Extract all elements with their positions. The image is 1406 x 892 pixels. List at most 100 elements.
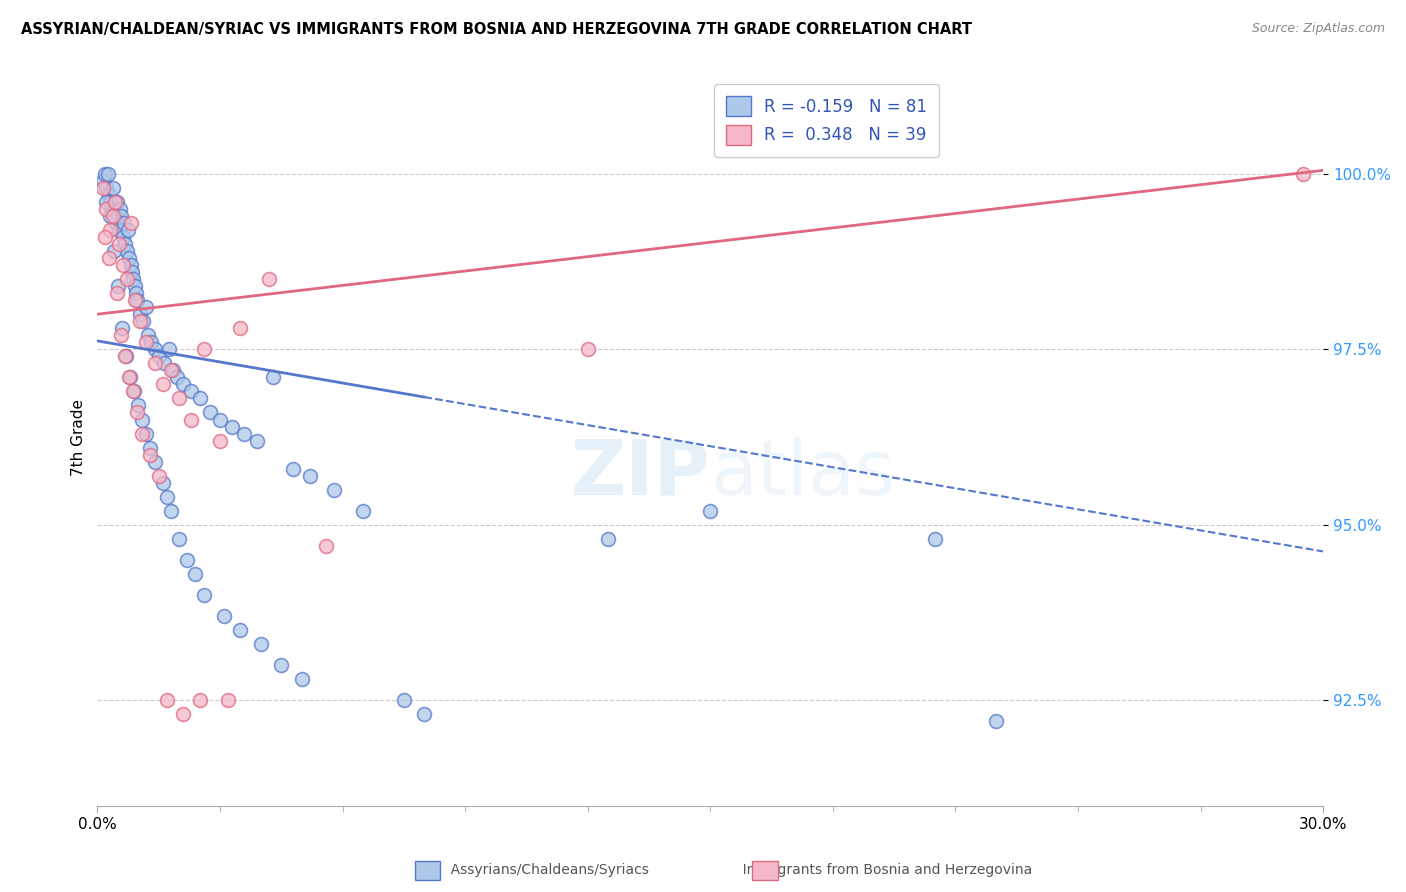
Point <box>135 335 157 350</box>
Point <box>118 251 141 265</box>
Point <box>152 356 174 370</box>
Point <box>115 244 138 258</box>
Point <box>124 293 146 308</box>
Text: Immigrants from Bosnia and Herzegovina: Immigrants from Bosnia and Herzegovina <box>711 863 1032 877</box>
Point <box>96 181 118 195</box>
Point <box>103 244 125 258</box>
Point <box>298 468 321 483</box>
Point <box>100 202 122 216</box>
Point <box>152 475 174 490</box>
Point <box>97 187 120 202</box>
Point <box>141 335 163 350</box>
Point <box>111 321 134 335</box>
Point <box>93 181 115 195</box>
Point <box>208 434 231 448</box>
Point <box>103 209 125 223</box>
Point <box>93 167 115 181</box>
Point <box>229 623 252 637</box>
Text: atlas: atlas <box>710 437 896 511</box>
Point <box>127 399 149 413</box>
Point <box>103 194 125 209</box>
Point <box>352 504 374 518</box>
Point <box>124 279 146 293</box>
Point <box>107 279 129 293</box>
Point <box>111 258 134 272</box>
Point <box>221 419 243 434</box>
Text: Source: ZipAtlas.com: Source: ZipAtlas.com <box>1251 22 1385 36</box>
Point <box>122 384 145 399</box>
Point <box>131 412 153 426</box>
Point <box>152 377 174 392</box>
Point <box>107 223 129 237</box>
Point <box>143 455 166 469</box>
Point <box>114 237 136 252</box>
Point <box>94 194 117 209</box>
Point <box>129 307 152 321</box>
Point <box>145 343 167 357</box>
Point <box>111 230 134 244</box>
Point <box>270 658 292 673</box>
Point <box>93 230 115 244</box>
Point <box>132 314 155 328</box>
Point <box>576 343 599 357</box>
Point <box>118 370 141 384</box>
Point <box>117 223 139 237</box>
Point <box>127 405 149 419</box>
Point <box>131 426 153 441</box>
Text: ZIP: ZIP <box>571 437 710 511</box>
Point <box>1292 167 1315 181</box>
Point <box>97 251 120 265</box>
Point <box>127 293 149 308</box>
Point <box>188 693 211 707</box>
Point <box>135 300 157 314</box>
Point <box>101 209 124 223</box>
Point <box>246 434 269 448</box>
Point <box>283 461 305 475</box>
Point <box>184 566 207 581</box>
Point <box>93 174 115 188</box>
Point <box>110 209 132 223</box>
Point <box>217 693 239 707</box>
Point <box>413 707 436 722</box>
Legend: R = -0.159   N = 81, R =  0.348   N = 39: R = -0.159 N = 81, R = 0.348 N = 39 <box>714 84 939 157</box>
Point <box>193 588 215 602</box>
Point <box>229 321 252 335</box>
Point <box>198 405 221 419</box>
Point <box>143 356 166 370</box>
Point <box>172 377 194 392</box>
Point <box>129 314 152 328</box>
Point <box>167 392 190 406</box>
Point <box>108 202 131 216</box>
Point <box>115 349 138 363</box>
Point <box>924 532 946 546</box>
Point <box>315 539 337 553</box>
Point <box>122 384 145 399</box>
Text: ASSYRIAN/CHALDEAN/SYRIAC VS IMMIGRANTS FROM BOSNIA AND HERZEGOVINA 7TH GRADE COR: ASSYRIAN/CHALDEAN/SYRIAC VS IMMIGRANTS F… <box>21 22 972 37</box>
Point <box>121 265 143 279</box>
Point <box>120 216 142 230</box>
Point <box>112 216 135 230</box>
Point <box>107 237 129 252</box>
Point <box>98 209 121 223</box>
Point <box>105 194 128 209</box>
Point <box>125 286 148 301</box>
Point <box>257 272 280 286</box>
Point <box>114 349 136 363</box>
Point <box>97 167 120 181</box>
Point <box>122 272 145 286</box>
Point <box>156 693 179 707</box>
Point <box>166 370 188 384</box>
Point <box>986 714 1008 729</box>
Point <box>291 672 314 686</box>
Point <box>262 370 284 384</box>
Point <box>188 392 211 406</box>
Point <box>135 426 157 441</box>
Point <box>212 609 235 624</box>
Point <box>180 384 202 399</box>
Point <box>156 490 179 504</box>
Point <box>148 349 170 363</box>
Point <box>598 532 620 546</box>
Point <box>139 441 162 455</box>
Point <box>323 483 346 497</box>
Point <box>139 448 162 462</box>
